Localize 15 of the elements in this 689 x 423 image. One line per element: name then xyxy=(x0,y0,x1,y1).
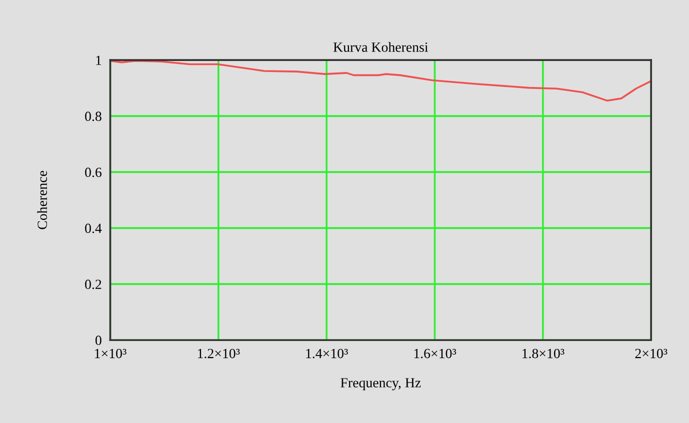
y-tick-label: 0.6 xyxy=(85,168,102,178)
x-tick-label: 1.8×10³ xyxy=(522,348,564,358)
chart-title: Kurva Koherensi xyxy=(333,42,428,52)
x-tick-label: 1.2×10³ xyxy=(198,348,240,358)
x-tick-label: 2×10³ xyxy=(635,348,668,358)
x-axis-title: Frequency, Hz xyxy=(340,378,421,390)
x-tick-label: 1.6×10³ xyxy=(414,348,456,358)
y-tick-label: 0.4 xyxy=(85,224,102,234)
x-tick-label: 1×10³ xyxy=(95,348,126,358)
y-tick-label: 0 xyxy=(95,336,102,346)
y-tick-label: 0.2 xyxy=(85,280,102,290)
x-tick-label: 1.4×10³ xyxy=(306,348,348,358)
y-tick-label: 0.8 xyxy=(85,112,102,122)
y-tick-label: 1 xyxy=(96,56,102,65)
y-axis-title: Coherence xyxy=(37,170,47,230)
